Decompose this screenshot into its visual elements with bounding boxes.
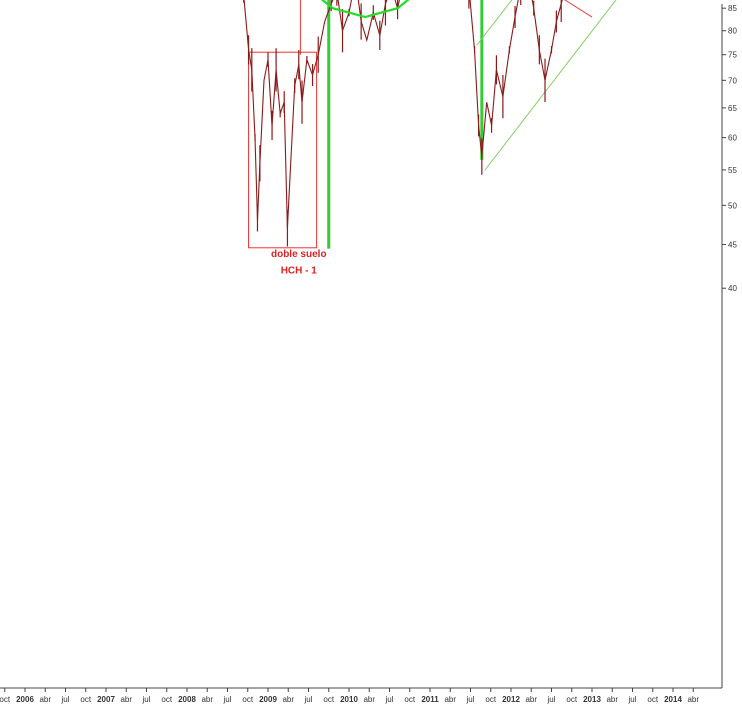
- x-tick-label: oct: [566, 695, 577, 704]
- annotation-label: doble suelo: [271, 249, 327, 260]
- y-tick-label: 80: [728, 27, 737, 36]
- x-tick-label: 2007: [97, 695, 115, 704]
- x-tick-label: oct: [404, 695, 415, 704]
- x-tick-label: jul: [627, 695, 636, 704]
- y-tick-label: 50: [728, 201, 737, 210]
- x-tick-label: oct: [161, 695, 172, 704]
- y-tick-label: 65: [728, 104, 737, 113]
- x-tick-label: oct: [80, 695, 91, 704]
- x-tick-label: 2011: [421, 695, 439, 704]
- x-tick-label: abr: [444, 695, 456, 704]
- x-tick-label: abr: [363, 695, 375, 704]
- axis-frame: [0, 4, 723, 689]
- x-tick-label: jul: [546, 695, 555, 704]
- x-tick-label: abr: [687, 695, 699, 704]
- annotation-lines: [248, 0, 617, 249]
- channel-line: [484, 0, 617, 171]
- x-tick-label: 2014: [664, 695, 682, 704]
- x-tick-label: jul: [465, 695, 474, 704]
- x-tick-label: jul: [60, 695, 69, 704]
- y-tick-label: 60: [728, 134, 737, 143]
- x-tick-label: jul: [222, 695, 231, 704]
- x-tick-label: abr: [606, 695, 618, 704]
- x-tick-label: oct: [242, 695, 253, 704]
- series-group: [243, 0, 563, 247]
- channel-line: [476, 0, 513, 46]
- x-tick-label: abr: [525, 695, 537, 704]
- x-axis: oct 2006 abr jul oct 2007 abr jul oct 2008 abr jul o…: [0, 688, 699, 704]
- x-tick-label: 2006: [16, 695, 34, 704]
- x-tick-label: abr: [282, 695, 294, 704]
- pattern-box: [248, 51, 318, 249]
- x-tick-label: jul: [303, 695, 312, 704]
- x-tick-label: oct: [0, 695, 11, 704]
- x-tick-label: jul: [141, 695, 150, 704]
- x-tick-label: abr: [120, 695, 132, 704]
- y-axis: 2252152051951851751651551451351301251201…: [722, 4, 737, 293]
- x-tick-label: jul: [384, 695, 393, 704]
- y-tick-label: 55: [728, 166, 737, 175]
- moving-average-line: [320, 0, 410, 19]
- x-tick-label: 2013: [583, 695, 601, 704]
- x-tick-label: abr: [39, 695, 51, 704]
- x-tick-label: 2009: [259, 695, 277, 704]
- x-tick-label: oct: [485, 695, 496, 704]
- y-tick-label: 75: [728, 51, 737, 60]
- x-tick-label: oct: [647, 695, 658, 704]
- x-tick-label: oct: [323, 695, 334, 704]
- x-tick-label: abr: [201, 695, 213, 704]
- y-tick-label: 70: [728, 76, 737, 85]
- price-series-line: [243, 0, 563, 229]
- y-tick-label: 40: [728, 284, 737, 293]
- y-tick-label: 85: [728, 4, 737, 13]
- x-tick-label: 2010: [340, 695, 358, 704]
- annotation-label: HCH - 1: [281, 266, 318, 277]
- x-tick-label: 2012: [502, 695, 520, 704]
- y-tick-label: 45: [728, 240, 737, 249]
- x-tick-label: 2008: [178, 695, 196, 704]
